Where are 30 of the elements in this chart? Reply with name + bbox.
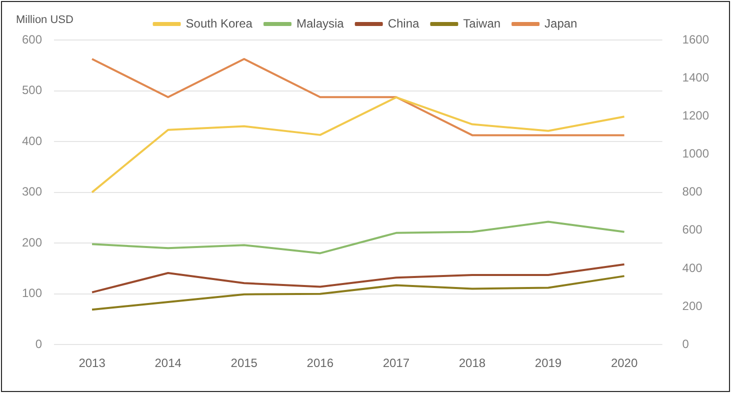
y2-tick-label: 200	[682, 298, 703, 313]
y2-tick-label: 600	[682, 222, 703, 237]
x-tick-label: 2014	[154, 356, 182, 370]
x-tick-label: 2016	[306, 356, 334, 370]
y-axis-title: Million USD	[16, 14, 74, 26]
y2-tick-label: 1400	[682, 70, 710, 84]
x-tick-label: 2020	[610, 356, 638, 370]
x-tick-label: 2013	[78, 356, 106, 370]
legend-label: Japan	[544, 16, 578, 30]
x-tick-label: 2017	[382, 356, 410, 370]
y-tick-label: 400	[22, 134, 42, 148]
x-tick-label: 2019	[534, 356, 562, 370]
y-tick-label: 300	[22, 184, 42, 199]
y2-tick-label: 1200	[682, 108, 710, 122]
legend-label: Malaysia	[296, 16, 344, 30]
y-tick-label: 500	[22, 83, 42, 98]
legend-label: Taiwan	[463, 16, 501, 30]
y-tick-label: 600	[22, 32, 42, 46]
y2-tick-label: 800	[682, 184, 703, 199]
y2-tick-label: 1600	[682, 32, 710, 46]
y2-tick-label: 0	[682, 336, 690, 351]
y2-tick-label: 400	[682, 260, 703, 275]
y2-tick-label: 1000	[682, 146, 710, 161]
legend-label: South Korea	[186, 16, 253, 30]
y-tick-label: 200	[22, 235, 42, 250]
y-tick-label: 100	[22, 286, 42, 300]
x-tick-label: 2018	[458, 356, 486, 370]
x-tick-label: 2015	[230, 356, 258, 370]
y-tick-label: 0	[35, 336, 42, 351]
legend-label: China	[388, 16, 420, 30]
